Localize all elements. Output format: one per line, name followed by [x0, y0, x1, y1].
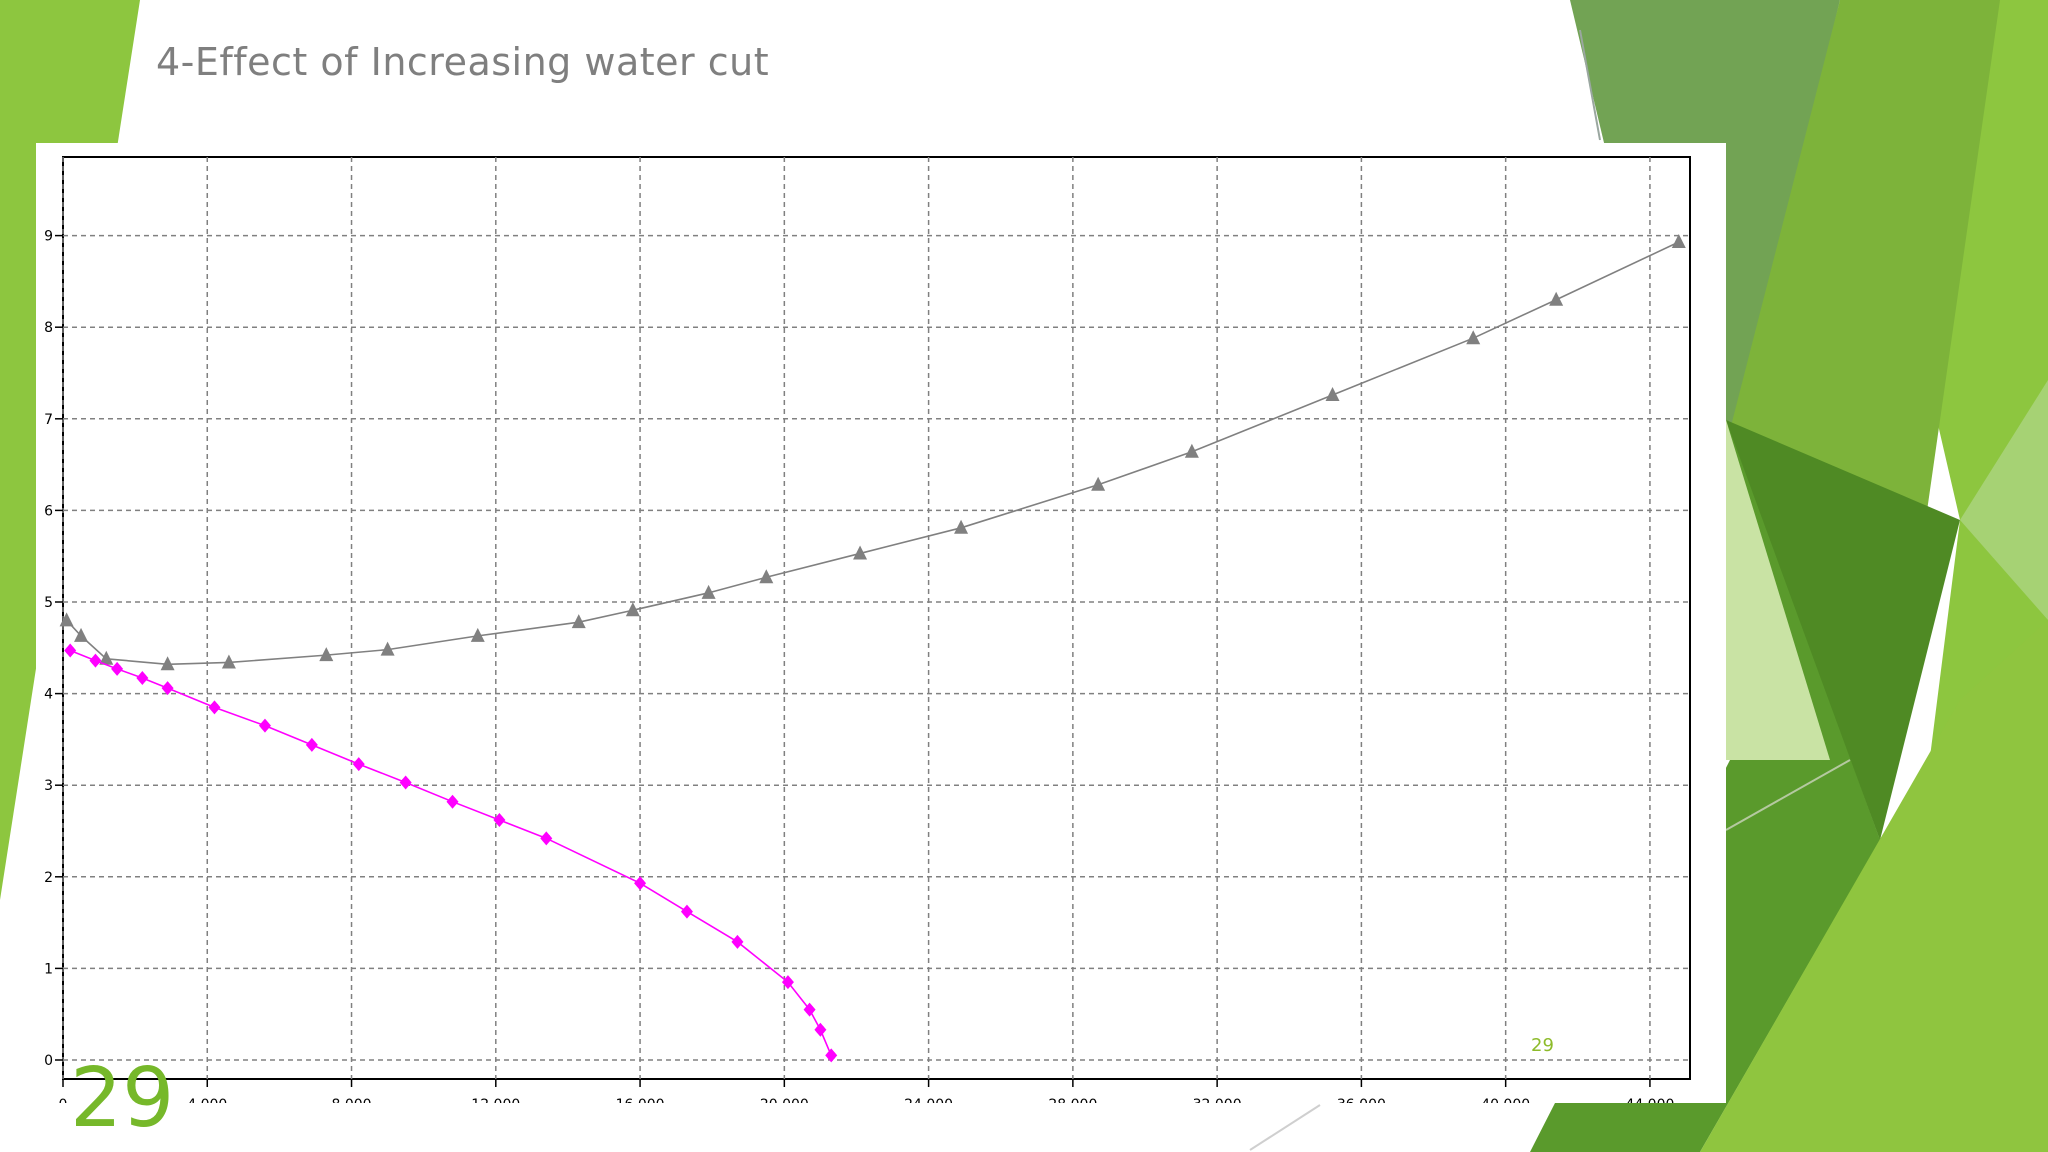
data-point-dot — [541, 833, 551, 843]
y-tick-label: 4 — [44, 687, 53, 703]
y-tick-label: 0 — [44, 1053, 53, 1069]
x-tick-label: 40,000 — [1481, 1097, 1530, 1103]
series-1 — [59, 234, 1686, 671]
plot-frame — [62, 156, 1691, 1080]
data-point-dot — [354, 759, 364, 769]
data-point-triangle — [571, 614, 586, 629]
x-tick-label: 8,000 — [331, 1097, 371, 1103]
x-tick-label: 20,000 — [760, 1097, 809, 1103]
series-2 — [64, 643, 838, 1063]
slide-number: 29 — [70, 1051, 175, 1146]
data-point-dot — [635, 878, 645, 888]
data-point-triangle — [954, 519, 969, 534]
data-point-dot — [826, 1050, 836, 1060]
data-point-dot — [65, 646, 75, 656]
data-point-dot — [137, 673, 147, 683]
y-tick-label: 8 — [44, 320, 53, 336]
data-point-triangle — [1549, 291, 1564, 306]
x-tick-label: 24,000 — [904, 1097, 953, 1103]
data-point-triangle — [380, 641, 395, 656]
y-tick-label: 1 — [44, 961, 53, 977]
y-tick-label: 7 — [44, 412, 53, 428]
data-point-dot — [494, 815, 504, 825]
data-point-triangle — [221, 654, 236, 669]
y-tick-label: 6 — [44, 503, 53, 519]
data-point-triangle — [1325, 386, 1340, 401]
grid-lines: 0 4,000 8,000 12,000 16,000 20,000 24,000 28,00… — [44, 157, 1690, 1103]
data-point-dot — [805, 1005, 815, 1015]
chart-svg: 0 4,000 8,000 12,000 16,000 20,000 24,000 28,00… — [44, 156, 1691, 1103]
data-point-triangle — [853, 545, 868, 560]
data-point-triangle — [59, 612, 74, 627]
x-tick-label: 16,000 — [616, 1097, 665, 1103]
series-line — [66, 241, 1680, 666]
x-tick-label: 12,000 — [471, 1097, 520, 1103]
data-point-triangle — [1466, 330, 1481, 345]
chart-container: 0 4,000 8,000 12,000 16,000 20,000 24,000 28,00… — [36, 143, 1726, 1103]
x-tick-label: 44,000 — [1625, 1097, 1674, 1103]
data-point-triangle — [1091, 476, 1106, 491]
x-tick-label: 32,000 — [1193, 1097, 1242, 1103]
data-point-dot — [732, 937, 742, 947]
y-tick-label: 5 — [44, 595, 53, 611]
right-accent-shapes — [1249, 0, 2048, 1152]
data-point-dot — [448, 797, 458, 807]
y-tick-label: 9 — [44, 229, 53, 245]
data-point-triangle — [99, 650, 114, 665]
data-point-triangle — [625, 602, 640, 617]
data-point-dot — [815, 1025, 825, 1035]
data-point-dot — [307, 740, 317, 750]
x-tick-label: 36,000 — [1337, 1097, 1386, 1103]
data-point-dot — [163, 683, 173, 693]
data-point-dot — [401, 777, 411, 787]
data-point-dot — [783, 977, 793, 987]
data-point-triangle — [470, 627, 485, 642]
data-point-triangle — [74, 627, 89, 642]
data-point-triangle — [160, 656, 175, 671]
chart-page-number: 29 — [1531, 1035, 1554, 1056]
data-point-triangle — [1671, 234, 1686, 249]
y-tick-label: 2 — [44, 870, 53, 886]
data-point-triangle — [319, 647, 334, 662]
data-point-triangle — [759, 569, 774, 584]
x-tick-label: 4,000 — [187, 1097, 227, 1103]
data-point-dot — [260, 721, 270, 731]
data-point-dot — [682, 907, 692, 917]
y-tick-label: 3 — [44, 778, 53, 794]
x-tick-label: 28,000 — [1048, 1097, 1097, 1103]
data-point-triangle — [701, 584, 716, 599]
data-point-dot — [209, 702, 219, 712]
slide-title: 4-Effect of Increasing water cut — [156, 40, 770, 84]
data-point-dot — [90, 656, 100, 666]
data-point-triangle — [1184, 443, 1199, 458]
x-tick-label: 0 — [59, 1097, 68, 1103]
data-point-dot — [112, 664, 122, 674]
